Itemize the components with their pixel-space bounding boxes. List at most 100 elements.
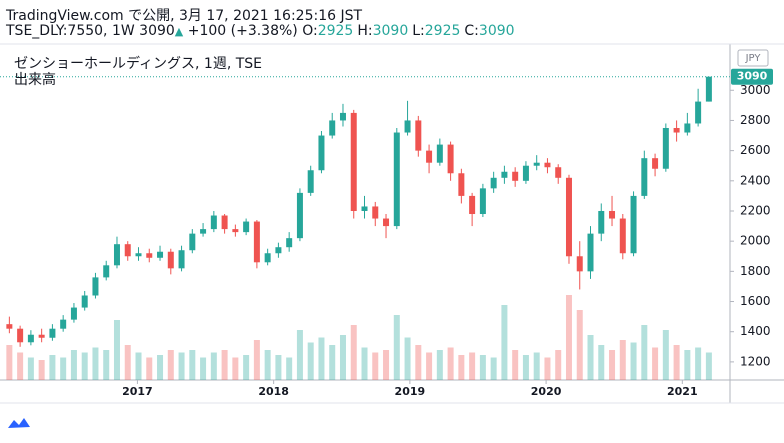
candle-body — [404, 120, 411, 133]
ohlc-value: 2925 — [317, 23, 354, 39]
candle-body — [307, 170, 314, 193]
volume-bar — [307, 342, 314, 380]
volume-bar — [673, 345, 680, 380]
volume-bar — [189, 350, 196, 380]
candle-body — [264, 253, 271, 263]
change: +100 (+3.38%) — [187, 23, 298, 39]
ohlc-label: O: — [302, 23, 318, 39]
candle-body — [38, 334, 45, 338]
volume-bar — [404, 337, 411, 380]
candle-body — [189, 233, 196, 251]
volume-bar — [17, 352, 24, 380]
last: 3090 — [139, 23, 175, 39]
candle-body — [146, 253, 153, 258]
volume-bar — [339, 335, 346, 380]
candle-body — [296, 192, 303, 239]
volume-bar — [630, 342, 637, 380]
candle-body — [221, 215, 228, 230]
volume-bar — [243, 355, 250, 380]
volume-bar — [415, 345, 422, 380]
volume-bar — [264, 350, 271, 380]
volume-bar — [705, 352, 712, 380]
candle-body — [447, 144, 454, 174]
volume-bar — [436, 350, 443, 380]
candle-body — [275, 247, 282, 254]
volume-bar — [662, 330, 669, 380]
candle-body — [157, 251, 164, 258]
ohlc-value: 2925 — [424, 23, 461, 39]
volume-bar — [598, 345, 605, 380]
volume-bar — [113, 320, 120, 380]
x-tick-label: 2018 — [258, 385, 289, 398]
y-tick-label: 2400 — [740, 173, 771, 187]
last-price-box — [731, 68, 773, 85]
candle-body — [200, 229, 207, 234]
candle-body — [415, 120, 422, 151]
volume-bar — [383, 350, 390, 380]
candle-body — [555, 167, 562, 178]
candle-body — [124, 244, 131, 257]
brand-logo — [8, 418, 30, 428]
volume-bar — [200, 357, 207, 380]
candle-body — [652, 158, 659, 169]
candle-body — [135, 253, 142, 257]
volume-bar — [146, 357, 153, 380]
candle-body — [436, 144, 443, 163]
volume-bar — [576, 310, 583, 380]
ohlc-label: C: — [464, 23, 479, 39]
volume-bar — [6, 345, 13, 380]
candle-body — [512, 171, 519, 181]
candle-body — [329, 120, 336, 136]
candle-body — [684, 123, 691, 133]
candle-body — [630, 195, 637, 254]
logo-icon — [8, 418, 30, 428]
candle-body — [705, 76, 712, 102]
candle-body — [533, 162, 540, 166]
candle-body — [286, 238, 293, 248]
chart-title: ゼンショーホールディングス, 1週, TSE — [14, 55, 262, 72]
volume-bar — [587, 335, 594, 380]
candle-body — [544, 162, 551, 168]
candle-body — [60, 319, 67, 329]
candle-body — [426, 150, 433, 163]
ohlc: O:2925 H:3090 L:2925 C:3090 — [302, 23, 518, 39]
volume-bar — [124, 345, 131, 380]
candle-body — [673, 127, 680, 133]
volume-bar — [544, 357, 551, 380]
y-tick-label: 2800 — [740, 113, 771, 127]
y-tick-label: 1600 — [740, 294, 771, 308]
volume-bar — [253, 340, 260, 380]
candle-body — [178, 250, 185, 269]
candle-body — [490, 177, 497, 189]
y-tick-label: 3000 — [740, 83, 771, 97]
volume-bar — [60, 357, 67, 380]
symbol-line: TSE_DLY:7550, 1W 3090▲ +100 (+3.38%) O:2… — [6, 23, 519, 39]
currency-box — [737, 49, 769, 67]
candle-body — [350, 112, 357, 211]
candle-body — [6, 324, 13, 329]
volume-bar — [27, 357, 34, 380]
volume-bar — [565, 295, 572, 380]
candle-body — [522, 165, 529, 181]
ohlc-label: L: — [412, 23, 425, 39]
currency: JPY — [745, 53, 762, 64]
volume-bar — [469, 352, 476, 380]
x-tick-label: 2020 — [531, 385, 562, 398]
candle-body — [501, 171, 508, 178]
volume-bar — [490, 357, 497, 380]
volume-bar — [103, 350, 110, 380]
volume-bar — [49, 355, 56, 380]
volume-bar — [38, 360, 45, 380]
volume-bar — [81, 352, 88, 380]
volume-bar — [135, 352, 142, 380]
volume-bar — [221, 350, 228, 380]
x-tick-label: 2021 — [667, 385, 698, 398]
volume-bar — [286, 357, 293, 380]
y-tick-label: 1800 — [740, 264, 771, 278]
volume-bar — [178, 352, 185, 380]
candle-body — [576, 256, 583, 272]
candle-body — [103, 265, 110, 278]
volume-bar — [70, 350, 77, 380]
